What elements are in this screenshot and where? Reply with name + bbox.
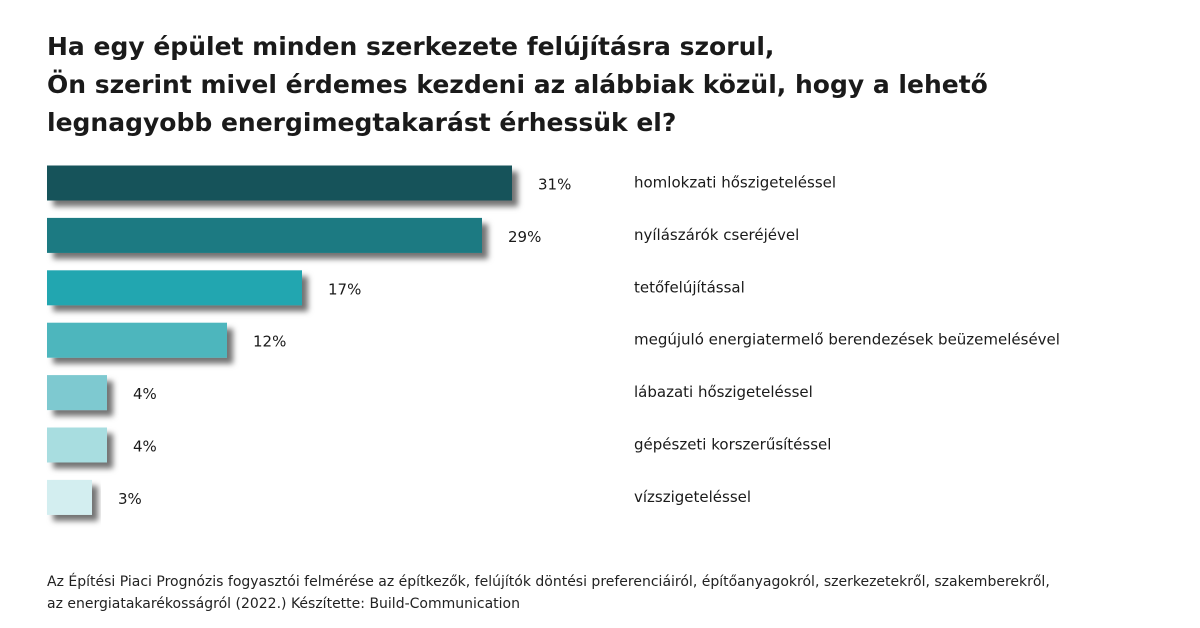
bar [47,270,302,306]
bar [47,427,107,463]
value-label: 4% [133,438,157,456]
chart-title: Ön szerint mivel érdemes kezdeni az aláb… [47,69,988,99]
category-label: megújuló energiatermelő berendezések beü… [634,331,1060,349]
chart-title: Ha egy épület minden szerkezete felújítá… [47,32,774,61]
category-label: nyílászárók cseréjével [634,226,799,244]
value-label: 12% [253,333,286,351]
chart-title: legnagyobb energimegtakarást érhessük el… [47,108,676,137]
bar [47,375,107,411]
category-label: homlokzati hőszigeteléssel [634,174,836,192]
value-label: 17% [328,280,361,298]
value-label: 4% [133,385,157,403]
bar [47,322,227,358]
bar [47,217,482,253]
category-label: tetőfelújítással [634,278,745,296]
source-note: Az Építési Piaci Prognózis fogyasztói fe… [47,573,1050,590]
category-label: gépészeti korszerűsítéssel [634,436,831,454]
bar [47,165,512,201]
category-label: vízszigeteléssel [634,488,751,506]
source-note: az energiatakarékosságról (2022.) Készít… [47,596,520,612]
value-label: 31% [538,176,571,194]
bar [47,479,92,515]
value-label: 29% [508,228,541,246]
value-label: 3% [118,490,142,508]
category-label: lábazati hőszigeteléssel [634,383,813,401]
